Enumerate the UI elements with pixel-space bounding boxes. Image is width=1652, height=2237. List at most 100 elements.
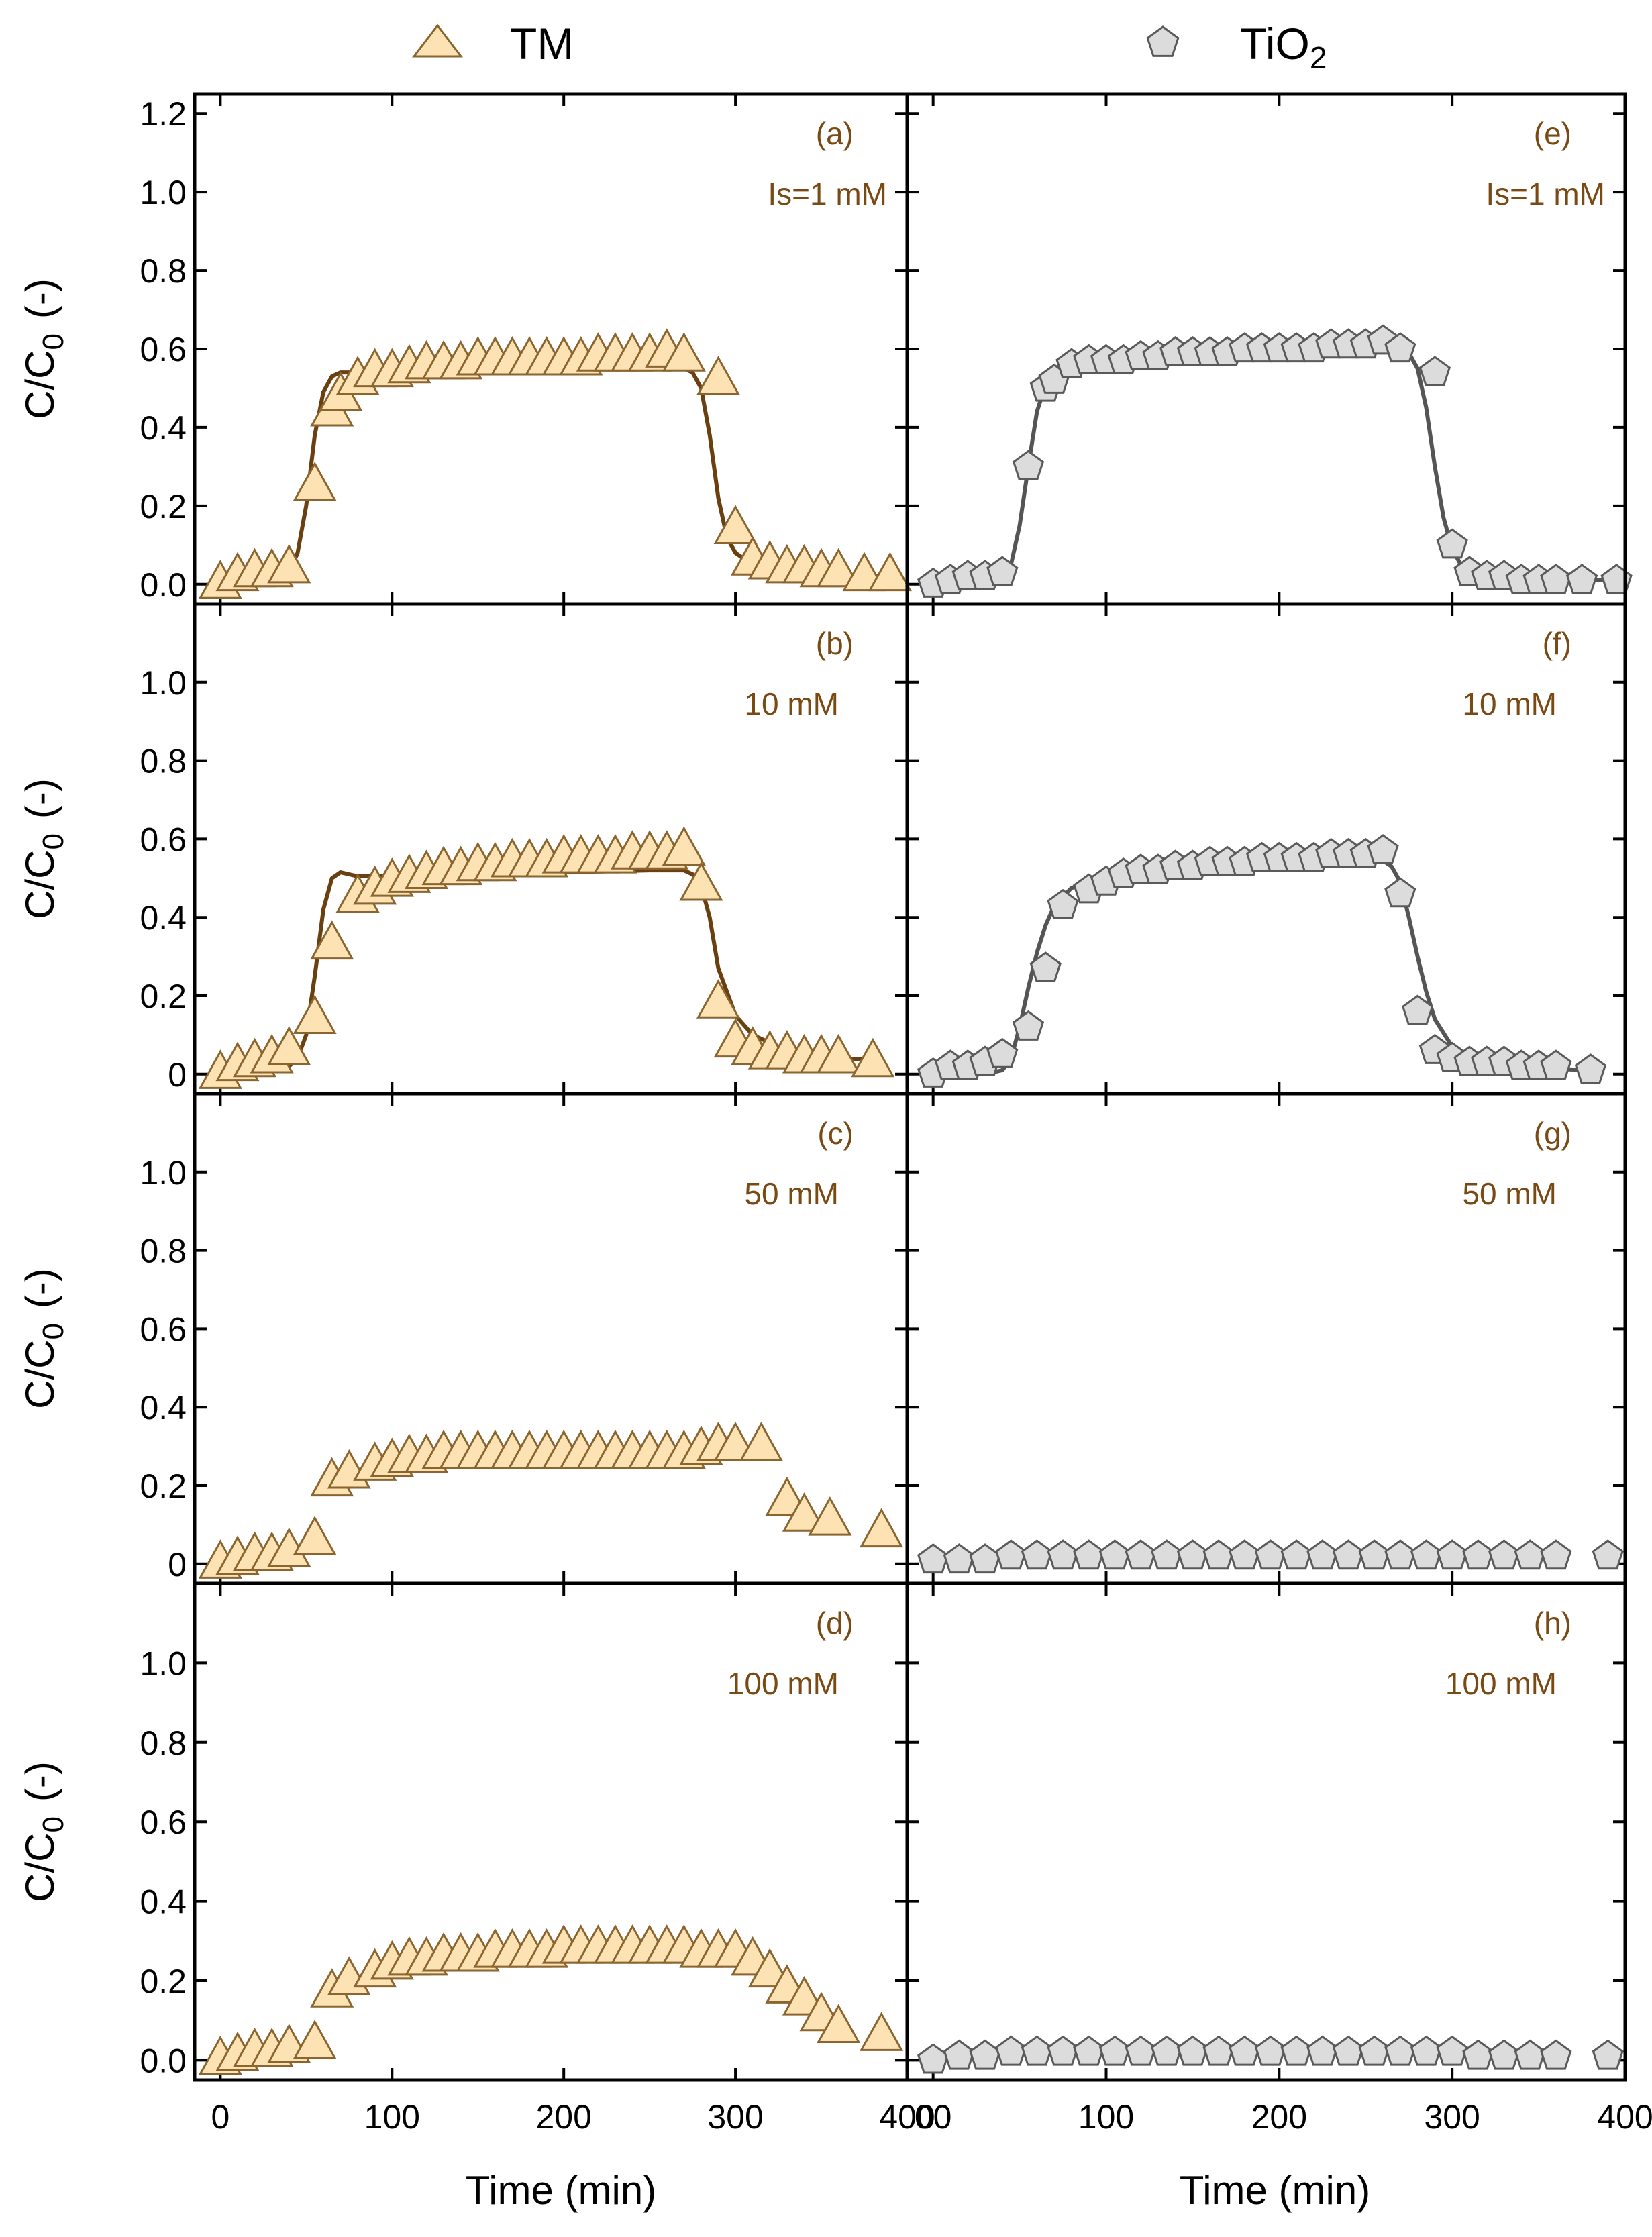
x-tick-label: 200 <box>1251 2098 1307 2136</box>
data-point <box>1592 1539 1624 1570</box>
data-point <box>293 1516 337 1555</box>
y-axis-title-subscript: 0 <box>37 833 70 849</box>
y-tick-label: 0.6 <box>140 1310 187 1348</box>
panel-label: (d) <box>816 1606 854 1641</box>
data-point <box>1047 888 1079 919</box>
y-axis-title-suffix: (-) <box>17 278 62 319</box>
y-axis-title: C/C0 (-) <box>17 1761 70 1902</box>
panel-condition: 50 mM <box>744 1176 839 1211</box>
y-axis-title: C/C0 (-) <box>17 278 70 419</box>
y-tick-label: 0.2 <box>140 978 187 1015</box>
data-point <box>662 332 706 372</box>
y-tick-label: 0.4 <box>140 899 187 937</box>
panel-label: (g) <box>1534 1116 1571 1151</box>
y-tick-label: 0.6 <box>140 821 187 858</box>
y-tick-label: 0.0 <box>140 566 187 604</box>
data-point <box>1540 1539 1572 1570</box>
data-point <box>986 556 1019 586</box>
data-point <box>1565 564 1598 594</box>
panel-frame <box>905 1581 1627 2082</box>
y-axis-title: C/C0 (-) <box>17 1268 70 1409</box>
data-point <box>986 1037 1019 1068</box>
data-point <box>1540 2039 1572 2070</box>
data-point <box>293 994 337 1035</box>
legend-tm-marker <box>411 23 464 58</box>
data-point <box>1367 834 1399 865</box>
y-tick-label: 0.2 <box>140 1467 187 1505</box>
y-axis-title-suffix: (-) <box>17 1268 62 1308</box>
y-axis-title-main: C/C <box>17 1833 62 1902</box>
panel-condition: 100 mM <box>1445 1666 1557 1701</box>
data-point <box>679 861 723 901</box>
legend-tio2-marker <box>1146 25 1180 57</box>
x-tick-label: 300 <box>707 2098 763 2136</box>
y-axis-title-main: C/C <box>17 350 62 419</box>
y-tick-label: 0.8 <box>140 743 187 780</box>
data-point <box>1418 356 1451 386</box>
y-tick-label: 0.4 <box>140 409 187 447</box>
x-tick-label: 100 <box>1078 2098 1134 2136</box>
legend-tio2-label-subscript: 2 <box>1310 40 1327 75</box>
data-point <box>713 505 758 544</box>
data-point <box>696 979 741 1019</box>
legend-tio2-label: TiO2 <box>1240 19 1327 75</box>
data-point <box>1574 1053 1607 1084</box>
data-point <box>851 1037 895 1078</box>
panel-condition: Is=1 mM <box>768 176 887 211</box>
x-tick-label: 300 <box>1424 2098 1480 2136</box>
panel-label: (e) <box>1534 116 1571 151</box>
y-tick-label: 0.0 <box>140 2042 187 2079</box>
y-axis-title-suffix: (-) <box>17 1761 62 1802</box>
panel-b: 0 0.2 0.4 0.6 0.8 1.0 (b) 10 mM <box>140 602 909 1096</box>
data-point <box>1012 450 1045 480</box>
panel-label: (h) <box>1534 1606 1571 1641</box>
y-axis-title-main: C/C <box>17 1340 62 1409</box>
panel-g: (g) 50 mM <box>905 1092 1627 1585</box>
panels: 0.00.20.40.60.81.01.2(a)Is=1 mM00.20.40.… <box>140 92 1652 2136</box>
y-tick-label: 0.2 <box>140 488 187 525</box>
x-axis-title-left: Time (min) <box>466 2168 656 2213</box>
data-point <box>817 1033 861 1074</box>
y-axis-title-main: C/C <box>17 850 62 919</box>
panel-c: 0 0.2 0.4 0.6 0.8 1.0 (c) 50 mM <box>140 1092 909 1585</box>
data-point <box>1436 2035 1468 2066</box>
x-tick-label: 200 <box>535 2098 591 2136</box>
data-point <box>860 1508 904 1548</box>
x-axis-title-right: Time (min) <box>1180 2168 1370 2213</box>
panel-label: (b) <box>816 626 854 661</box>
y-tick-label: 1.0 <box>140 664 187 702</box>
x-tick-label: 100 <box>364 2098 420 2136</box>
y-tick-label: 0.2 <box>140 1963 187 2000</box>
y-tick-label: 0.8 <box>140 1724 187 1762</box>
y-tick-label: 1.2 <box>140 95 187 133</box>
y-tick-label: 0.4 <box>140 1389 187 1426</box>
data-point <box>696 356 741 395</box>
y-tick-label: 0.8 <box>140 252 187 290</box>
data-point <box>860 2012 904 2051</box>
data-point <box>1384 877 1416 908</box>
data-point <box>293 2020 337 2059</box>
data-point <box>1401 994 1434 1025</box>
panel-h: 00 100 200 300 400 (h) 100 mM <box>905 1581 1652 2136</box>
y-axis-titles: C/C0(-)C/C0(-)C/C0(-)C/C0(-) <box>17 278 70 1902</box>
data-point <box>293 462 337 501</box>
data-point <box>1012 1010 1045 1041</box>
panel-label: (f) <box>1543 626 1571 661</box>
panel-f: (f) 10 mM <box>905 602 1627 1096</box>
x-tick-label: 400 <box>1597 2098 1652 2136</box>
data-point <box>1384 332 1416 363</box>
y-tick-label: 0 <box>168 1546 187 1583</box>
data-point <box>662 826 706 866</box>
y-tick-label: 1.0 <box>140 1645 187 1682</box>
y-tick-label: 1.0 <box>140 1154 187 1192</box>
y-tick-label: 0.8 <box>140 1233 187 1270</box>
y-axis-title: C/C0 (-) <box>17 778 70 919</box>
panel-e: (e) Is=1 mM <box>905 92 1633 606</box>
data-point <box>267 1026 311 1065</box>
y-axis-title-suffix: (-) <box>17 778 62 819</box>
data-point <box>1592 2039 1624 2070</box>
panel-condition: 50 mM <box>1462 1176 1557 1211</box>
panel-label: (c) <box>817 1116 854 1151</box>
panel-d: 0.0 0.2 0.4 0.6 0.8 1.0 0 100 200 300 400 (d) 100 mM <box>140 1581 935 2136</box>
